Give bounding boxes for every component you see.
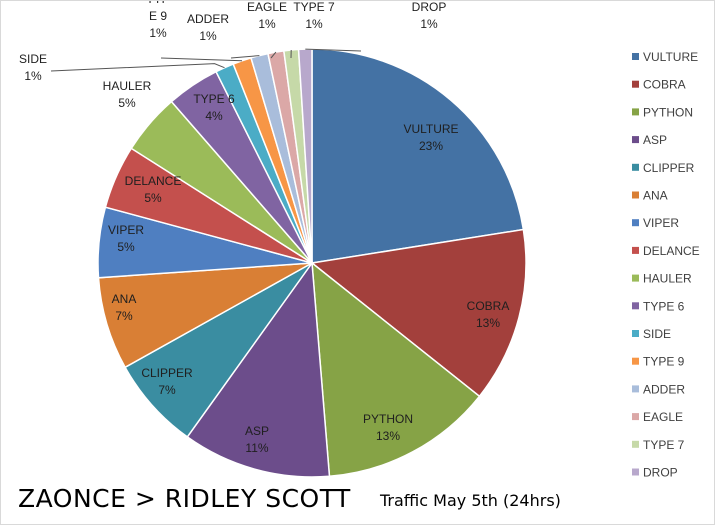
legend-swatch-eagle [632, 413, 639, 420]
legend-label-type-7: TYPE 7 [643, 438, 685, 452]
chart-subtitle: Traffic May 5th (24hrs) [380, 491, 561, 510]
legend-label-side: SIDE [643, 327, 671, 341]
legend-swatch-type-9 [632, 358, 639, 365]
legend-swatch-type-6 [632, 302, 639, 309]
legend-label-ana: ANA [643, 189, 668, 203]
legend-label-type-9: TYPE 9 [643, 355, 685, 369]
legend-swatch-hauler [632, 275, 639, 282]
leader-line-side [51, 64, 225, 71]
slice-label-type-9: TYPE 91% [146, 1, 169, 40]
legend-swatch-viper [632, 219, 639, 226]
legend-label-clipper: CLIPPER [643, 161, 695, 175]
legend-label-python: PYTHON [643, 105, 693, 119]
legend-swatch-drop [632, 469, 639, 476]
legend-label-hauler: HAULER [643, 272, 692, 286]
legend-swatch-type-7 [632, 441, 639, 448]
leader-line-type-9 [161, 58, 242, 61]
legend-label-delance: DELANCE [643, 244, 700, 258]
legend-swatch-ana [632, 192, 639, 199]
legend-swatch-delance [632, 247, 639, 254]
legend-swatch-clipper [632, 164, 639, 171]
legend-swatch-adder [632, 385, 639, 392]
slice-vulture [312, 49, 523, 263]
legend-swatch-side [632, 330, 639, 337]
legend-label-asp: ASP [643, 133, 667, 147]
legend-label-adder: ADDER [643, 382, 685, 396]
pie-slices [98, 49, 526, 477]
legend-label-vulture: VULTURE [643, 50, 698, 64]
legend-label-cobra: COBRA [643, 78, 686, 92]
legend-label-eagle: EAGLE [643, 410, 683, 424]
legend: VULTURE COBRA PYTHON ASP CLIPPER ANA VIPER DELA… [632, 50, 700, 480]
legend-swatch-vulture [632, 53, 639, 60]
legend-swatch-python [632, 108, 639, 115]
legend-label-drop: DROP [643, 466, 678, 480]
legend-label-type-6: TYPE 6 [643, 299, 685, 313]
legend-label-viper: VIPER [643, 216, 679, 230]
chart-title: ZAONCE > RIDLEY SCOTT [18, 484, 351, 513]
legend-swatch-cobra [632, 81, 639, 88]
legend-swatch-asp [632, 136, 639, 143]
